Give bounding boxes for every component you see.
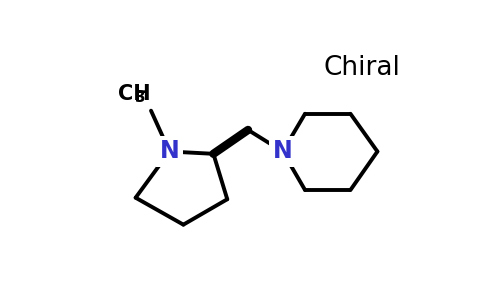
Text: Chiral: Chiral (324, 55, 400, 81)
Text: N: N (160, 140, 180, 164)
Text: N: N (273, 140, 292, 164)
Text: CH: CH (118, 84, 151, 104)
Text: 3: 3 (135, 90, 146, 105)
